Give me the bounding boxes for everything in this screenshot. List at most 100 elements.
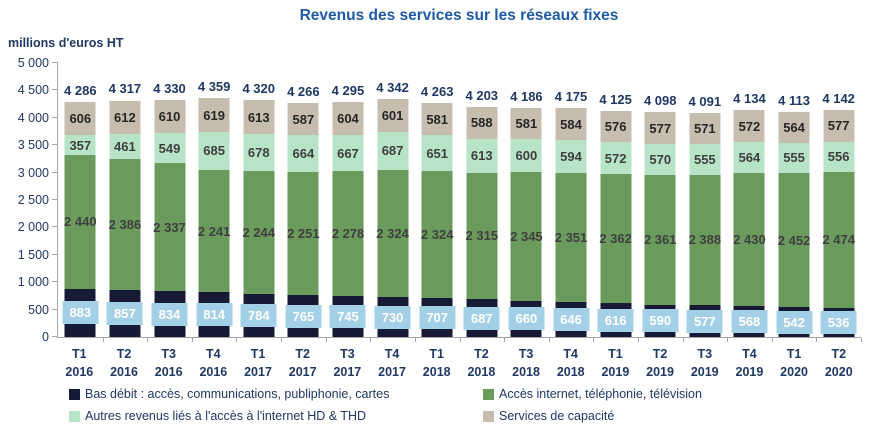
segment-acces-internet: 2 362 [599, 173, 632, 304]
bar-total-label: 4 091 [688, 93, 722, 109]
segment-autres-revenus-hd-thd: 594 [555, 140, 587, 173]
segment-value-label: 2 315 [465, 228, 499, 244]
segment-value-label: 2 362 [599, 231, 632, 247]
y-axis-tick-mark [52, 116, 58, 118]
y-axis-tick-label: 500 [28, 302, 49, 317]
segment-services-de-capacite: 613 [243, 100, 275, 134]
segment-value-label: 612 [114, 109, 136, 125]
legend-item-bas-debit: Bas débit : accès, communications, publi… [69, 387, 389, 401]
segment-value-label: 2 337 [153, 219, 186, 235]
segment-value-label: 577 [686, 309, 723, 333]
bar-total-label: 4 263 [420, 84, 454, 100]
x-axis-label-year: 2017 [378, 365, 406, 379]
bar-t3-2016: 834 2 337 549 610 4 330 [147, 63, 192, 337]
x-axis-tick-mark [637, 338, 639, 342]
bar-total-label: 4 320 [242, 81, 276, 97]
x-axis-label-year: 2018 [512, 365, 540, 379]
segment-value-label: 536 [820, 310, 857, 334]
segment-value-label: 2 440 [64, 214, 97, 230]
x-axis-label-year: 2019 [735, 365, 764, 379]
segment-bas-debit: 542 [776, 307, 813, 337]
segment-acces-internet: 2 440 [64, 154, 97, 289]
segment-acces-internet: 2 474 [822, 172, 855, 308]
x-axis-label: T2 2017 [280, 345, 325, 381]
x-axis-label-year: 2019 [690, 365, 719, 379]
x-axis-label-quarter: T4 [384, 347, 400, 361]
segment-value-label: 555 [783, 150, 805, 166]
segment-value-label: 664 [292, 146, 315, 162]
legend-swatch-icon [69, 410, 80, 422]
segment-autres-revenus-hd-thd: 667 [332, 134, 364, 172]
x-axis-label-quarter: T3 [161, 347, 176, 361]
segment-autres-revenus-hd-thd: 555 [778, 142, 810, 173]
x-axis-label: T1 2017 [236, 345, 281, 381]
segment-acces-internet: 2 452 [777, 172, 811, 308]
bar-total-label: 4 134 [733, 91, 766, 107]
y-axis-tick-label: 2 000 [17, 220, 49, 235]
segment-bas-debit: 616 [597, 303, 634, 337]
segment-bas-debit: 687 [463, 299, 500, 337]
segment-services-de-capacite: 587 [287, 103, 319, 136]
segment-services-de-capacite: 576 [600, 110, 632, 143]
x-axis-tick-mark [325, 338, 327, 342]
bar-total-label: 4 295 [331, 82, 365, 98]
segment-value-label: 2 241 [197, 223, 231, 239]
segment-bas-debit: 646 [553, 301, 589, 337]
segment-value-label: 588 [470, 115, 493, 131]
y-axis-tick-label: 5 000 [17, 56, 49, 70]
x-axis-label-year: 2016 [110, 365, 138, 379]
x-axis-label-quarter: T4 [206, 347, 221, 361]
x-axis-label-quarter: T2 [652, 347, 668, 361]
segment-bas-debit: 730 [374, 297, 411, 337]
segment-value-label: 587 [292, 111, 315, 127]
legend-label: Accès internet, téléphonie, télévision [499, 387, 702, 401]
segment-services-de-capacite: 571 [689, 112, 721, 145]
segment-value-label: 883 [62, 301, 99, 325]
segment-value-label: 2 430 [733, 231, 766, 247]
segment-acces-internet: 2 244 [242, 171, 275, 295]
legend-item-acces-internet: Accès internet, téléphonie, télévision [483, 387, 702, 401]
segment-autres-revenus-hd-thd: 651 [421, 135, 453, 171]
segment-bas-debit: 536 [820, 307, 857, 337]
segment-bas-debit: 765 [285, 295, 322, 337]
plot-area: 0 500 1 000 1 500 2 000 2 500 3 000 3 500 4 000 4… [18, 56, 862, 344]
segment-value-label: 2 452 [777, 232, 811, 248]
segment-acces-internet: 2 351 [555, 172, 587, 302]
x-axis-label: T2 2018 [459, 345, 504, 381]
bar-total-label: 4 113 [778, 92, 810, 108]
y-axis-tick-label: 0 [42, 330, 49, 344]
x-axis-label-year: 2019 [646, 365, 674, 379]
segment-value-label: 570 [649, 152, 672, 168]
x-axis-label-year: 2019 [601, 365, 630, 379]
segment-value-label: 616 [597, 308, 634, 332]
x-axis-label-year: 2017 [288, 365, 317, 379]
segment-value-label: 687 [381, 143, 404, 159]
legend-label: Services de capacité [499, 409, 615, 423]
segment-autres-revenus-hd-thd: 556 [823, 141, 855, 173]
bar-total-label: 4 317 [108, 81, 142, 97]
segment-value-label: 2 474 [822, 232, 855, 248]
segment-value-label: 568 [731, 309, 768, 333]
segment-bas-debit: 834 [151, 291, 188, 337]
segment-value-label: 730 [374, 305, 411, 329]
bar-total-label: 4 342 [376, 80, 409, 96]
bar-total-label: 4 359 [197, 79, 231, 95]
legend-label: Autres revenus liés à l'accès à l'intern… [85, 409, 367, 423]
segment-value-label: 461 [114, 139, 136, 155]
segment-value-label: 667 [337, 145, 359, 161]
segment-autres-revenus-hd-thd: 570 [644, 144, 676, 176]
x-axis-label-year: 2016 [199, 365, 228, 379]
segment-value-label: 577 [649, 120, 672, 136]
segment-bas-debit: 745 [329, 296, 366, 337]
x-axis-label-quarter: T4 [742, 347, 757, 361]
segment-acces-internet: 2 251 [287, 171, 320, 296]
segment-bas-debit: 883 [62, 288, 99, 337]
x-axis-label-year: 2018 [422, 365, 451, 379]
segment-value-label: 542 [776, 310, 813, 334]
bar-t4-2018: 646 2 351 594 584 4 175 [549, 63, 594, 337]
x-axis-label-quarter: T3 [340, 347, 355, 361]
bar-total-label: 4 186 [510, 88, 543, 104]
segment-value-label: 564 [783, 119, 805, 135]
segment-value-label: 687 [463, 306, 500, 330]
